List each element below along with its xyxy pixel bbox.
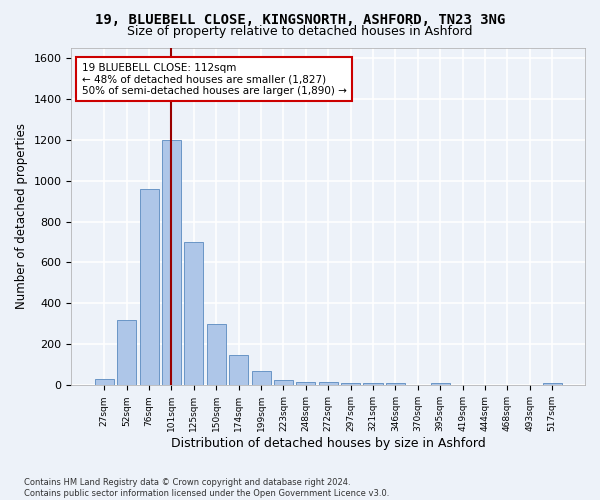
- Bar: [162, 140, 181, 386]
- Bar: [319, 382, 338, 386]
- Text: Size of property relative to detached houses in Ashford: Size of property relative to detached ho…: [127, 25, 473, 38]
- Bar: [207, 324, 226, 386]
- Text: 19, BLUEBELL CLOSE, KINGSNORTH, ASHFORD, TN23 3NG: 19, BLUEBELL CLOSE, KINGSNORTH, ASHFORD,…: [95, 12, 505, 26]
- Bar: [184, 242, 203, 386]
- Text: 19 BLUEBELL CLOSE: 112sqm
← 48% of detached houses are smaller (1,827)
50% of se: 19 BLUEBELL CLOSE: 112sqm ← 48% of detac…: [82, 62, 347, 96]
- Bar: [140, 189, 158, 386]
- Bar: [251, 371, 271, 386]
- Bar: [542, 383, 562, 386]
- Y-axis label: Number of detached properties: Number of detached properties: [15, 124, 28, 310]
- Bar: [364, 384, 383, 386]
- Bar: [95, 379, 114, 386]
- Bar: [274, 380, 293, 386]
- X-axis label: Distribution of detached houses by size in Ashford: Distribution of detached houses by size …: [171, 437, 485, 450]
- Bar: [296, 382, 316, 386]
- Bar: [341, 382, 360, 386]
- Bar: [229, 354, 248, 386]
- Bar: [431, 383, 449, 386]
- Bar: [386, 384, 405, 386]
- Text: Contains HM Land Registry data © Crown copyright and database right 2024.
Contai: Contains HM Land Registry data © Crown c…: [24, 478, 389, 498]
- Bar: [117, 320, 136, 386]
